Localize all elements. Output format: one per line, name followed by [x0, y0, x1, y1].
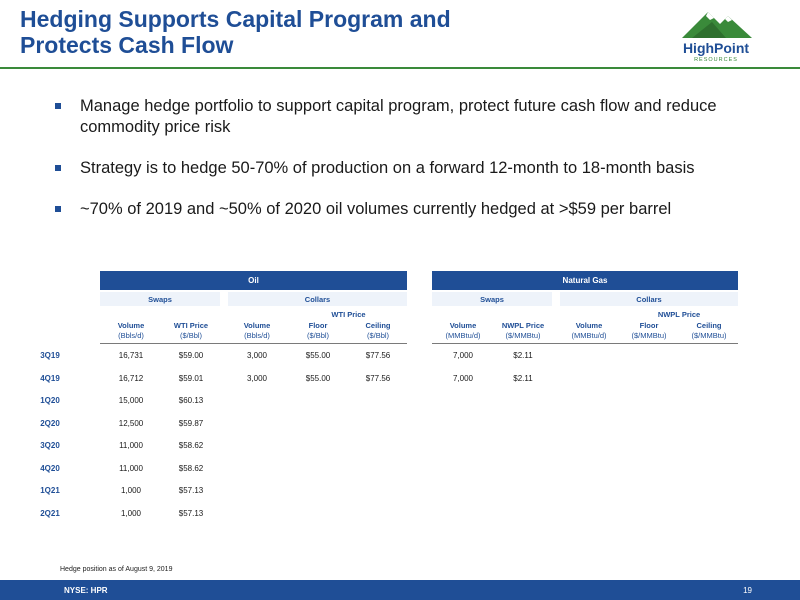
quarter-label: 1Q21	[40, 486, 60, 495]
oil-header: Oil	[100, 271, 407, 290]
table-cell: $60.13	[178, 396, 204, 405]
col-header-oil-collar-volume: Volume (Bbls/d)	[243, 321, 271, 340]
table-row: 1Q21 1,000 $57.13	[0, 486, 800, 500]
table-row: 3Q20 11,000 $58.62	[0, 441, 800, 455]
table-cell: $58.62	[178, 463, 204, 473]
table-cell: 16,712	[118, 373, 144, 383]
quarter-label: 1Q20	[40, 396, 60, 405]
col-header-gas-collar-ceiling: Ceiling ($/MMBtu)	[691, 321, 727, 340]
table-cell: 3,000	[246, 373, 268, 383]
page-title-line2: Protects Cash Flow	[20, 32, 234, 58]
col-header-oil-swap-volume: Volume (Bbls/d)	[117, 321, 145, 340]
quarter-label: 4Q20	[40, 463, 60, 473]
bullet-square-icon	[55, 103, 61, 109]
table-cell: 7,000	[452, 351, 474, 360]
quarter-label: 3Q19	[40, 351, 60, 360]
bullet-item: Strategy is to hedge 50-70% of productio…	[52, 158, 752, 179]
bullet-list: Manage hedge portfolio to support capita…	[52, 96, 752, 240]
bullet-text: Manage hedge portfolio to support capita…	[80, 97, 717, 136]
quarter-label: 2Q21	[40, 508, 60, 518]
table-cell: 15,000	[118, 396, 144, 405]
col-header-gas-swap-volume: Volume (MMBtu/d)	[445, 321, 481, 340]
company-logo: HighPoint RESOURCES	[668, 6, 764, 66]
table-cell: 11,000	[119, 463, 143, 473]
col-header-oil-collar-ceiling: Ceiling ($/Bbl)	[365, 321, 391, 340]
table-cell: 1,000	[120, 508, 142, 518]
natural-gas-header: Natural Gas	[432, 271, 738, 290]
gas-swaps-header: Swaps	[432, 292, 552, 306]
bullet-text: ~70% of 2019 and ~50% of 2020 oil volume…	[80, 200, 672, 218]
table-cell: 16,731	[118, 351, 144, 360]
nwpl-price-span-header: NWPL Price	[657, 310, 701, 319]
table-cell: $59.01	[178, 373, 204, 383]
table-cell: $57.13	[178, 486, 204, 495]
quarter-label: 3Q20	[40, 441, 60, 450]
table-row: 1Q20 15,000 $60.13	[0, 396, 800, 410]
bullet-text: Strategy is to hedge 50-70% of productio…	[80, 159, 695, 177]
logo-brand-text: HighPoint	[682, 40, 750, 56]
table-cell: $77.56	[365, 373, 391, 383]
table-cell: 11,000	[119, 441, 143, 450]
bullet-square-icon	[55, 206, 61, 212]
page-title-line1: Hedging Supports Capital Program and	[20, 6, 451, 32]
table-row: 2Q21 1,000 $57.13	[0, 509, 800, 523]
gas-header-rule	[432, 343, 738, 344]
footnote: Hedge position as of August 9, 2019	[60, 566, 173, 573]
table-cell: 1,000	[120, 486, 142, 495]
table-cell: 12,500	[118, 418, 144, 428]
col-header-gas-collar-volume: Volume (MMBtu/d)	[571, 321, 607, 340]
table-cell: $59.87	[178, 418, 204, 428]
table-cell: $2.11	[513, 351, 533, 360]
page-number: 19	[743, 586, 752, 595]
table-row: 4Q19 16,712 $59.01 3,000 $55.00 $77.56 7,000 $2…	[0, 374, 800, 388]
table-cell: $55.00	[305, 373, 331, 383]
quarter-label: 4Q19	[40, 373, 60, 383]
table-cell: 3,000	[246, 351, 268, 360]
header-divider	[0, 67, 800, 69]
col-header-gas-collar-floor: Floor ($/MMBtu)	[631, 321, 667, 340]
bullet-item: ~70% of 2019 and ~50% of 2020 oil volume…	[52, 199, 752, 220]
gas-collars-header: Collars	[560, 292, 738, 306]
page-title: Hedging Supports Capital Program and Pro…	[20, 6, 451, 58]
logo-sub-text: RESOURCES	[694, 57, 738, 63]
mountain-logo-icon	[682, 12, 752, 38]
col-header-gas-swap-price: NWPL Price ($/MMBtu)	[501, 321, 545, 340]
oil-header-rule	[100, 343, 407, 344]
footer-bar: NYSE: HPR 19	[0, 580, 800, 600]
oil-collars-header: Collars	[228, 292, 407, 306]
col-header-oil-collar-floor: Floor ($/Bbl)	[306, 321, 330, 340]
bullet-item: Manage hedge portfolio to support capita…	[52, 96, 752, 138]
footer-ticker: NYSE: HPR	[64, 586, 108, 595]
table-cell: $2.11	[513, 373, 533, 383]
oil-swaps-header: Swaps	[100, 292, 220, 306]
wti-price-span-header: WTI Price	[331, 310, 366, 319]
table-cell: $55.00	[305, 351, 331, 360]
col-header-oil-swap-price: WTI Price ($/Bbl)	[173, 321, 209, 340]
quarter-label: 2Q20	[40, 418, 60, 428]
table-cell: $59.00	[178, 351, 204, 360]
table-row: 4Q20 11,000 $58.62	[0, 464, 800, 478]
table-cell: 7,000	[452, 373, 474, 383]
table-cell: $58.62	[178, 441, 204, 450]
table-row: 3Q19 16,731 $59.00 3,000 $55.00 $77.56 7,000 $2…	[0, 351, 800, 365]
table-cell: $77.56	[365, 351, 391, 360]
bullet-square-icon	[55, 165, 61, 171]
table-cell: $57.13	[178, 508, 204, 518]
table-row: 2Q20 12,500 $59.87	[0, 419, 800, 433]
